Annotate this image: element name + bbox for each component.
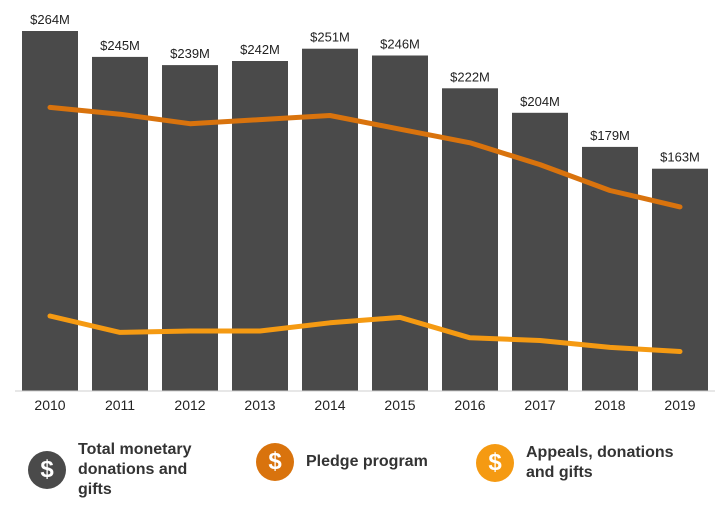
x-tick-label-2014: 2014 [314, 397, 345, 413]
legend: $ Total monetary donations and gifts $ P… [0, 430, 720, 500]
dollar-icon: $ [28, 451, 66, 489]
data-label-2016: $222M [450, 69, 490, 84]
x-tick-label-2010: 2010 [34, 397, 65, 413]
chart: $264M $245M $239M $242M $251M $246M $222M $204M… [15, 12, 715, 413]
dollar-icon: $ [256, 443, 294, 481]
x-tick-label-2019: 2019 [664, 397, 695, 413]
bar-2010 [22, 31, 78, 391]
bar-2016 [442, 88, 498, 392]
data-label-2013: $242M [240, 42, 280, 57]
bar-2012 [162, 65, 218, 391]
bar-2013 [232, 61, 288, 391]
x-tick-label-2018: 2018 [594, 397, 625, 413]
legend-label: Appeals, donations and gifts [526, 444, 674, 481]
bar-group [22, 31, 708, 392]
x-tick-group: 2010 2011 2012 2013 2014 2015 2016 2017 2018 2019 [34, 397, 695, 413]
data-label-2018: $179M [590, 128, 630, 143]
x-tick-label-2017: 2017 [524, 397, 555, 413]
data-label-2017: $204M [520, 94, 560, 109]
line-series-pledge-program [47, 104, 683, 210]
x-tick-label-2011: 2011 [105, 397, 135, 413]
legend-item-appeals: $ Appeals, donations and gifts [476, 443, 701, 483]
data-label-2015: $246M [380, 37, 420, 52]
data-label-2012: $239M [170, 46, 210, 61]
x-tick-label-2015: 2015 [384, 397, 415, 413]
legend-label: Pledge program [306, 453, 428, 470]
x-tick-label-2016: 2016 [454, 397, 485, 413]
bar-2015 [372, 55, 428, 391]
bar-2011 [92, 56, 148, 392]
line-series-appeals-donations-gifts [47, 313, 683, 354]
line-series-group [47, 104, 683, 354]
dollar-icon: $ [476, 444, 514, 482]
legend-label: Total monetary donations and gifts [78, 441, 192, 498]
legend-item-total-monetary: $ Total monetary donations and gifts [28, 440, 223, 500]
data-label-group: $264M $245M $239M $242M $251M $246M $222M $204M… [30, 12, 700, 165]
bar-2014 [302, 48, 358, 391]
data-label-2011: $245M [100, 38, 140, 53]
data-label-2010: $264M [30, 12, 70, 27]
x-tick-label-2013: 2013 [244, 397, 275, 413]
legend-item-pledge-program: $ Pledge program [256, 443, 456, 481]
bar-2017 [512, 112, 568, 392]
data-label-2019: $163M [660, 150, 700, 165]
x-tick-label-2012: 2012 [174, 397, 205, 413]
data-label-2014: $251M [310, 30, 350, 45]
